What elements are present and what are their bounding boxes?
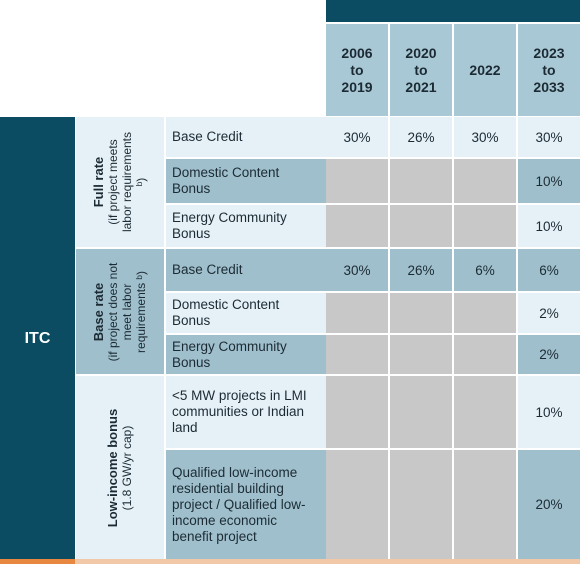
row-label: Domestic Content Bonus	[166, 159, 326, 203]
row-label: Energy Community Bonus	[166, 335, 326, 374]
empty-cell	[454, 205, 516, 247]
group-subtitle: (if project meets labor requirements ᵇ)	[106, 131, 148, 233]
table-cell: 2%	[518, 293, 580, 333]
table-cell: 26%	[390, 117, 452, 157]
table-cell: 10%	[518, 205, 580, 247]
empty-cell	[454, 376, 516, 448]
empty-cell	[390, 293, 452, 333]
table-cell: 6%	[454, 249, 516, 291]
empty-cell	[454, 159, 516, 203]
row-label: Domestic Content Bonus	[166, 293, 326, 333]
group-low-income-bonus: Low-income bonus (1.8 GW/yr cap)	[76, 376, 164, 559]
itc-row-header: ITC	[0, 117, 75, 560]
empty-cell	[390, 205, 452, 247]
empty-cell	[454, 450, 516, 559]
group-subtitle: (if project does not meet labor requirem…	[106, 262, 148, 361]
column-header-2020-2021: 2020 to 2021	[390, 24, 452, 116]
group-title: Base rate	[91, 282, 106, 341]
row-label: Base Credit	[166, 249, 326, 291]
empty-cell	[454, 335, 516, 374]
empty-cell	[390, 159, 452, 203]
table-cell: 10%	[518, 376, 580, 448]
group-title: Full rate	[91, 156, 106, 208]
group-subtitle: (1.8 GW/yr cap)	[120, 425, 135, 510]
table-cell: 26%	[390, 249, 452, 291]
table-cell: 30%	[326, 117, 388, 157]
empty-cell	[326, 335, 388, 374]
table-cell: 10%	[518, 159, 580, 203]
row-label: Qualified low-income residential buildin…	[166, 450, 326, 559]
empty-cell	[390, 335, 452, 374]
table-cell: 30%	[454, 117, 516, 157]
group-base-rate: Base rate (if project does not meet labor…	[76, 249, 164, 374]
table-cell: 6%	[518, 249, 580, 291]
table-cell: 30%	[518, 117, 580, 157]
empty-cell	[326, 205, 388, 247]
group-full-rate: Full rate (if project meets labor require…	[76, 117, 164, 247]
empty-cell	[326, 293, 388, 333]
group-title: Low-income bonus	[105, 408, 121, 527]
header-top-bar	[326, 0, 580, 22]
column-header-2006-2019: 2006 to 2019	[326, 24, 388, 116]
row-label: <5 MW projects in LMI communities or Ind…	[166, 376, 326, 448]
empty-cell	[326, 376, 388, 448]
empty-cell	[326, 450, 388, 559]
column-header-2023-2033: 2023 to 2033	[518, 24, 580, 116]
empty-cell	[454, 293, 516, 333]
empty-cell	[390, 376, 452, 448]
empty-cell	[326, 159, 388, 203]
table-cell: 30%	[326, 249, 388, 291]
table-cell: 2%	[518, 335, 580, 374]
row-label: Energy Community Bonus	[166, 205, 326, 247]
row-label: Base Credit	[166, 117, 326, 157]
empty-cell	[390, 450, 452, 559]
column-header-2022: 2022	[454, 24, 516, 116]
table-cell: 20%	[518, 450, 580, 559]
bottom-divider	[0, 559, 580, 564]
